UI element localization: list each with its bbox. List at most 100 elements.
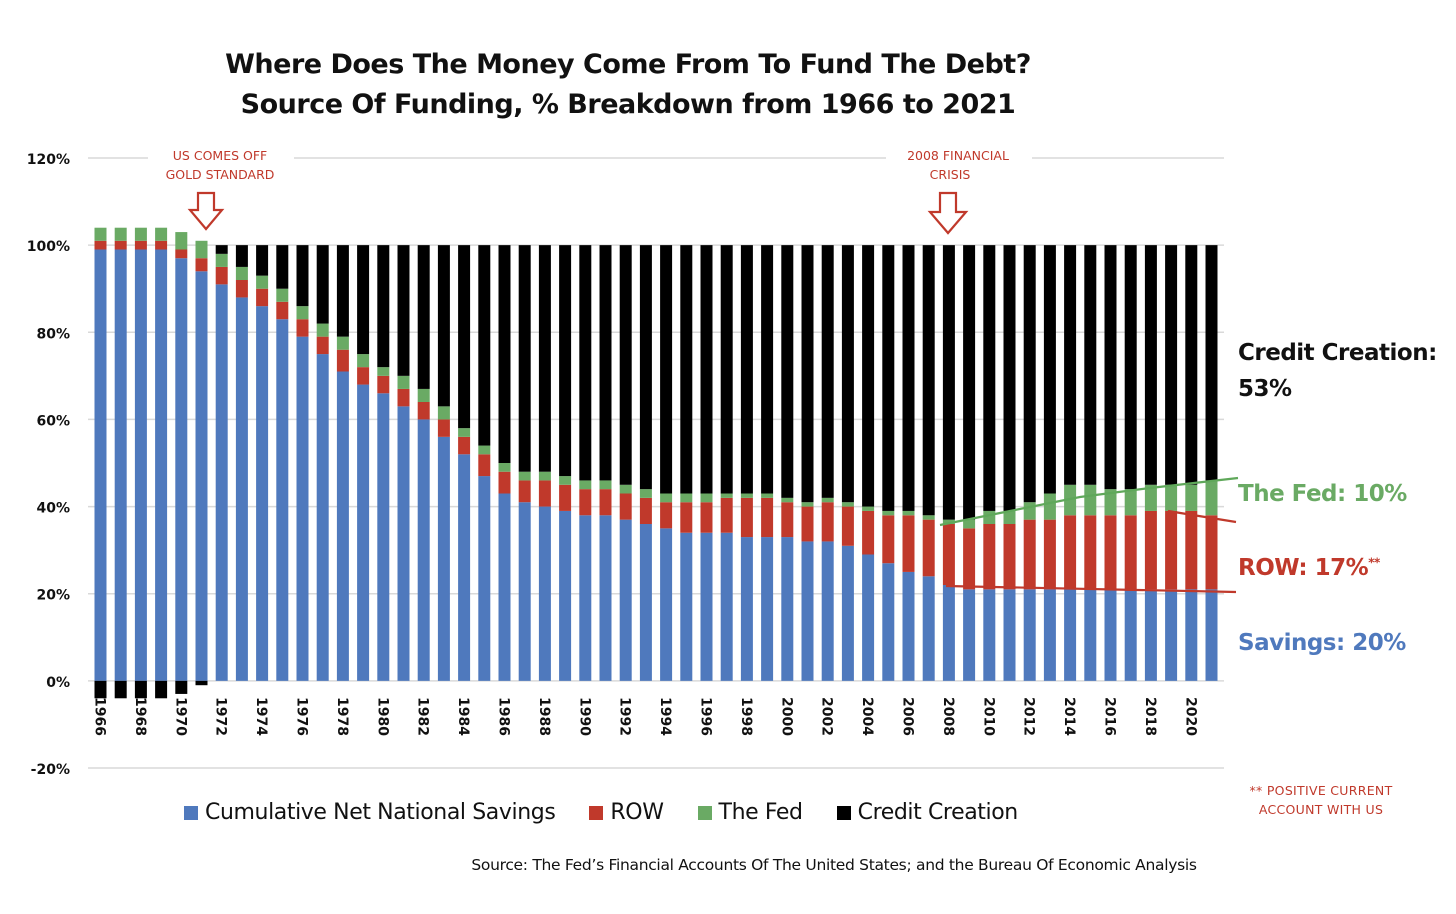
bar-segment-credit bbox=[740, 245, 753, 494]
bar-segment-savings bbox=[538, 506, 551, 681]
bar-segment-savings bbox=[862, 554, 875, 681]
bar-segment-fed bbox=[599, 480, 612, 490]
bar-segment-savings bbox=[1185, 589, 1198, 681]
bar-segment-fed bbox=[417, 388, 430, 402]
bar-segment-row bbox=[862, 510, 875, 555]
source-note: Source: The Fed’s Financial Accounts Of … bbox=[471, 856, 1197, 874]
bar-segment-savings bbox=[336, 371, 349, 681]
bar-segment-savings bbox=[458, 454, 471, 681]
bar-segment-fed bbox=[215, 253, 228, 267]
x-tick-label: 2004 bbox=[859, 697, 875, 736]
bar-segment-credit bbox=[114, 680, 127, 699]
bar-segment-row bbox=[801, 506, 814, 542]
bar-segment-credit bbox=[821, 245, 834, 498]
x-tick-label: 1988 bbox=[536, 697, 552, 736]
y-axis-tick-labels: 120% 100% 80% 60% 40% 20% 0% -20% bbox=[27, 152, 70, 778]
bar-segment-row bbox=[660, 502, 673, 529]
down-arrow-icon bbox=[187, 191, 225, 231]
x-tick-label: 1970 bbox=[172, 697, 188, 736]
bar-segment-row bbox=[1185, 510, 1198, 590]
bar-segment-fed bbox=[518, 471, 531, 481]
bar-segment-row bbox=[1064, 515, 1077, 590]
bar-segment-row bbox=[1124, 515, 1137, 590]
bar-segment-credit bbox=[437, 245, 450, 407]
bar-segment-credit bbox=[983, 245, 996, 511]
bar-segment-credit bbox=[1124, 245, 1137, 490]
overlay-lines bbox=[939, 476, 1239, 594]
bar-segment-fed bbox=[276, 288, 289, 302]
chart-title-line-2: Source Of Funding, % Breakdown from 1966… bbox=[240, 89, 1016, 120]
bar-segment-row bbox=[155, 240, 168, 250]
bar-segment-savings bbox=[316, 354, 329, 681]
bar-segment-credit bbox=[397, 245, 410, 376]
bar-segment-savings bbox=[417, 419, 430, 681]
x-tick-label: 1986 bbox=[496, 697, 512, 736]
x-tick-label: 1978 bbox=[334, 697, 350, 736]
row-top-line bbox=[1167, 509, 1237, 524]
bar-segment-fed bbox=[720, 493, 733, 498]
note-line-1: ** POSITIVE CURRENT bbox=[1249, 783, 1393, 798]
credit-creation-callout-value: 53% bbox=[1238, 376, 1292, 402]
bar-segment-fed bbox=[1144, 484, 1157, 511]
bar-segment-fed bbox=[781, 497, 794, 503]
bar-segment-row bbox=[680, 502, 693, 533]
bar-segment-fed bbox=[660, 493, 673, 503]
bar-segment-row bbox=[1144, 510, 1157, 590]
bar-segment-fed bbox=[256, 275, 269, 289]
bar-segment-savings bbox=[1104, 589, 1117, 681]
bar-segment-savings bbox=[276, 319, 289, 681]
bar-segment-row bbox=[175, 249, 188, 259]
bar-segment-row bbox=[963, 528, 976, 590]
bar-segment-savings bbox=[134, 249, 147, 681]
bar-segment-fed bbox=[942, 519, 955, 524]
bar-segment-credit bbox=[1003, 245, 1016, 511]
gold-standard-label-line2: GOLD STANDARD bbox=[166, 167, 275, 182]
bar-segment-row bbox=[983, 524, 996, 590]
gold-standard-label-bg bbox=[148, 146, 294, 186]
bar-segment-fed bbox=[377, 367, 390, 376]
bar-segment-savings bbox=[639, 524, 652, 681]
bar-segment-credit bbox=[316, 245, 329, 324]
bar-segment-row bbox=[215, 266, 228, 285]
bar-segment-row bbox=[296, 319, 309, 337]
bar-segment-savings bbox=[397, 406, 410, 681]
bar-segment-credit bbox=[862, 245, 875, 507]
bar-segment-row bbox=[134, 240, 147, 250]
bar-segment-credit bbox=[639, 245, 652, 490]
x-tick-label: 1966 bbox=[92, 697, 108, 736]
bar-segment-fed bbox=[700, 493, 713, 503]
bar-segment-credit bbox=[660, 245, 673, 494]
bar-segment-savings bbox=[660, 528, 673, 681]
bar-segment-fed bbox=[882, 510, 895, 516]
bar-segment-credit bbox=[94, 680, 107, 699]
chart-title-line-1: Where Does The Money Come From To Fund T… bbox=[225, 49, 1031, 80]
bar-segment-row bbox=[1023, 519, 1036, 590]
bar-segment-fed bbox=[1043, 493, 1056, 520]
bar-segment-savings bbox=[559, 510, 572, 681]
bar-segment-credit bbox=[882, 245, 895, 511]
bar-segment-fed bbox=[1165, 484, 1178, 511]
bar-segment-row bbox=[559, 484, 572, 511]
x-tick-label: 1968 bbox=[132, 697, 148, 736]
legend-label-fed: The Fed bbox=[718, 800, 803, 825]
bar-segment-credit bbox=[599, 245, 612, 481]
bar-segment-fed bbox=[175, 232, 188, 250]
bar-segment-savings bbox=[175, 258, 188, 681]
x-tick-label: 1974 bbox=[253, 697, 269, 736]
bar-segment-row bbox=[579, 489, 592, 516]
legend-label-savings: Cumulative Net National Savings bbox=[205, 800, 556, 825]
bar-segment-credit bbox=[175, 680, 188, 694]
bar-segment-row bbox=[316, 336, 329, 355]
bar-segment-savings bbox=[1023, 589, 1036, 681]
x-tick-label: 1980 bbox=[374, 697, 390, 736]
bar-segment-credit bbox=[1104, 245, 1117, 490]
bar-segment-fed bbox=[316, 323, 329, 337]
bar-segment-row bbox=[377, 375, 390, 394]
y-tick-label: 60% bbox=[36, 413, 70, 429]
bar-segment-row bbox=[478, 454, 491, 477]
bar-segment-credit bbox=[336, 245, 349, 337]
bar-segment-savings bbox=[256, 306, 269, 681]
bar-segment-savings bbox=[781, 537, 794, 681]
bar-segment-row bbox=[761, 497, 774, 538]
